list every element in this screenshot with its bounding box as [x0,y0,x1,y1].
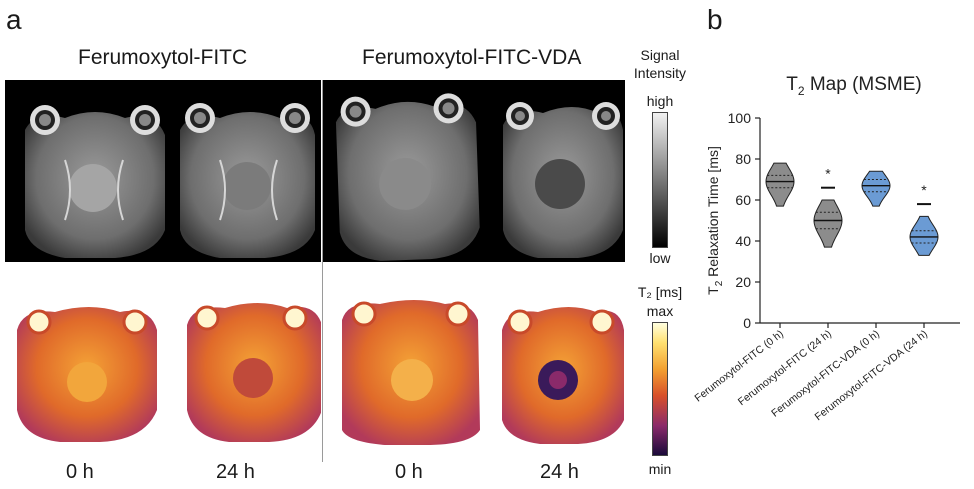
y-tick-label: 80 [735,151,751,167]
mri-image-fitc [25,103,315,258]
significance-asterisk: * [921,182,927,198]
panel-a-label: a [6,4,22,35]
time-label-fitc-vda-24h: 24 h [540,461,579,483]
t2-map-fitc [17,303,321,442]
mri-row-fitc [5,80,321,262]
violin-shape [909,215,939,256]
time-label-fitc-0h: 0 h [66,461,94,483]
group-divider [322,80,323,462]
mri-image-fitc-vda [335,93,623,261]
y-axis-label-rest: Relaxation Time [ms] [705,146,721,281]
t2-legend-title: T₂ [ms] [637,284,683,300]
time-label-fitc-vda-0h: 0 h [395,461,423,483]
y-axis-label: T2 Relaxation Time [ms] [705,146,725,295]
chart-title-sub: 2 [798,84,805,98]
x-tick-label: Ferumoxytol-FITC (24 h) [736,328,834,408]
signal-legend-low: low [649,250,671,266]
y-tick-label: 20 [735,274,751,290]
signal-legend-title-line2: Intensity [633,65,687,81]
panel-b-label: b [707,4,723,35]
signal-legend-high: high [646,93,674,109]
violin-shape [813,199,843,248]
y-tick-label: 100 [728,110,752,126]
y-axis-label-main: T [705,286,721,295]
signal-legend-title-line1: Signal [640,47,680,63]
y-tick-label: 60 [735,192,751,208]
violin-shape [765,162,795,207]
group-title-ferumoxytol-fitc-vda: Ferumoxytol-FITC-VDA [362,46,582,69]
mri-row-fitc-vda [323,80,625,262]
t2-map-fitc-vda [342,300,624,445]
group-title-ferumoxytol-fitc: Ferumoxytol-FITC [78,46,248,69]
chart-violins: ** [765,162,939,256]
chart-title-rest: Map (MSME) [805,74,922,95]
y-tick-label: 40 [735,233,751,249]
chart-title: T2 Map (MSME) [786,74,921,98]
t2-legend-min: min [648,461,672,477]
significance-asterisk: * [825,166,831,182]
x-tick-label: Ferumoxytol-FITC (0 h) [692,328,785,405]
t2-legend-max: max [646,303,674,319]
y-axis-label-sub: 2 [714,280,725,286]
y-axis-label-group: T2 Relaxation Time [ms] [705,146,725,295]
chart-title-main: T [786,74,798,95]
chart-axes: 0 20 40 60 80 100 Ferumoxytol-FITC (0 h)Ferumo… [692,110,960,423]
violin-shape [861,170,891,207]
t2-colorbar [652,322,668,456]
time-label-fitc-24h: 24 h [216,461,255,483]
t2-violin-chart: T2 Map (MSME) 020406080100Ferumoxytol-FI… [692,74,960,423]
signal-colorbar [652,112,668,248]
y-tick-label: 0 [743,315,751,331]
